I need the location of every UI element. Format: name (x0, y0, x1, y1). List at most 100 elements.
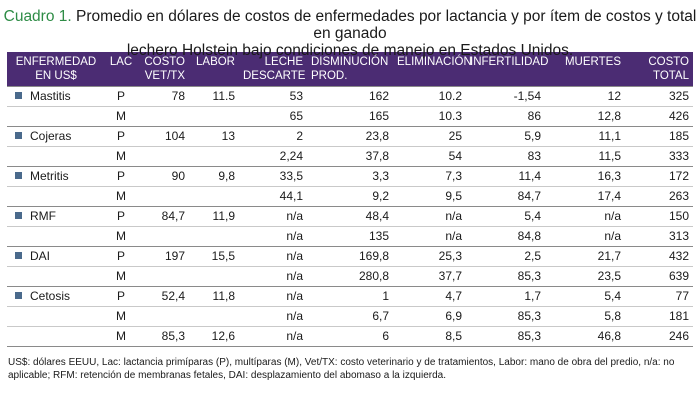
lac-cell: P (105, 285, 137, 306)
costo-total-cell: 313 (625, 225, 693, 246)
eliminacion-cell: n/a (393, 205, 466, 226)
costo-total-cell: 432 (625, 245, 693, 266)
costo-total-cell: 77 (625, 285, 693, 306)
lac-cell: P (105, 125, 137, 146)
table-row: M 85,3 12,6 n/a 6 8,5 85,3 46,8 246 (7, 325, 693, 347)
costo-vet-cell (137, 225, 189, 246)
lac-cell: M (105, 145, 137, 166)
costo-vet-cell (137, 185, 189, 206)
square-bullet-icon (15, 92, 22, 99)
infertilidad-cell: 85,3 (466, 265, 545, 286)
labor-cell: 12,6 (189, 325, 239, 347)
labor-cell: 11,8 (189, 285, 239, 306)
disease-name: Cetosis (30, 289, 71, 303)
disease-cell: RMF (7, 205, 105, 226)
infertilidad-cell: 1,7 (466, 285, 545, 306)
table-row: Metritis P 90 9,8 33,5 3,3 7,3 11,4 16,3 172 (7, 165, 693, 186)
disminucion-cell: 9,2 (307, 185, 393, 206)
table-row: DAI P 197 15,5 n/a 169,8 25,3 2,5 21,7 432 (7, 245, 693, 266)
table-row: M 2,24 37,8 54 83 11,5 333 (7, 145, 693, 166)
header-leche-descarte: LECHE DESCARTE (243, 55, 306, 82)
disminucion-cell: 135 (307, 225, 393, 246)
table-body: Mastitis P 78 11.5 53 162 10.2 -1,54 12 325 M 65 165… (7, 85, 693, 347)
costo-vet-cell (137, 145, 189, 166)
disminucion-cell: 23,8 (307, 125, 393, 146)
leche-descarte-cell: 44,1 (239, 185, 307, 206)
labor-cell (189, 305, 239, 326)
leche-descarte-cell: n/a (239, 285, 307, 306)
infertilidad-cell: 5,4 (466, 205, 545, 226)
labor-cell: 13 (189, 125, 239, 146)
costo-total-cell: 172 (625, 165, 693, 186)
costo-total-cell: 181 (625, 305, 693, 326)
table-caption: Cuadro 1. Promedio en dólares de costos … (0, 0, 700, 59)
eliminacion-cell: 7,3 (393, 165, 466, 186)
muertes-cell: 17,4 (545, 185, 625, 206)
costo-total-cell: 426 (625, 105, 693, 126)
leche-descarte-cell: n/a (239, 205, 307, 226)
caption-label: Cuadro 1. (3, 8, 72, 25)
eliminacion-cell: 9,5 (393, 185, 466, 206)
disease-cell (7, 265, 105, 286)
header-infertilidad: INFERTILIDAD (470, 56, 549, 68)
header-costo-vet: COSTO VET/TX (144, 55, 185, 82)
header-enfermedad: ENFERMEDAD EN US$ (15, 55, 97, 82)
costo-total-cell: 639 (625, 265, 693, 286)
infertilidad-cell: 2,5 (466, 245, 545, 266)
table-row: M 44,1 9,2 9,5 84,7 17,4 263 (7, 185, 693, 206)
disease-name: DAI (30, 249, 51, 263)
muertes-cell: 5,4 (545, 285, 625, 306)
labor-cell (189, 265, 239, 286)
costo-vet-cell: 52,4 (137, 285, 189, 306)
eliminacion-cell: 10.3 (393, 105, 466, 126)
infertilidad-cell: 11,4 (466, 165, 545, 186)
eliminacion-cell: 25 (393, 125, 466, 146)
square-bullet-icon (15, 252, 22, 259)
disease-cell (7, 225, 105, 246)
eliminacion-cell: 10.2 (393, 85, 466, 106)
eliminacion-cell: 4,7 (393, 285, 466, 306)
cost-table: ENFERMEDAD EN US$ LAC COSTO VET/TX LABOR L… (7, 52, 693, 347)
header-eliminacion: ELIMINACIÓN (397, 56, 472, 68)
square-bullet-icon (15, 172, 22, 179)
disease-cell (7, 305, 105, 326)
lac-cell: M (105, 185, 137, 206)
muertes-cell: 46,8 (545, 325, 625, 347)
lac-cell: M (105, 225, 137, 246)
costo-total-cell: 263 (625, 185, 693, 206)
disminucion-cell: 37,8 (307, 145, 393, 166)
leche-descarte-cell: 2,24 (239, 145, 307, 166)
disease-name: Metritis (30, 169, 69, 183)
disminucion-cell: 169,8 (307, 245, 393, 266)
eliminacion-cell: 54 (393, 145, 466, 166)
muertes-cell: 12 (545, 85, 625, 106)
disminucion-cell: 6,7 (307, 305, 393, 326)
footnote: US$: dólares EEUU, Lac: lactancia primíp… (8, 356, 675, 381)
costo-vet-cell: 78 (137, 85, 189, 106)
muertes-cell: 5,8 (545, 305, 625, 326)
labor-cell: 9,8 (189, 165, 239, 186)
disminucion-cell: 1 (307, 285, 393, 306)
lac-cell: M (105, 105, 137, 126)
table-row: M 65 165 10.3 86 12,8 426 (7, 105, 693, 126)
header-costo-total: COSTO TOTAL (648, 55, 689, 82)
costo-total-cell: 185 (625, 125, 693, 146)
disminucion-cell: 48,4 (307, 205, 393, 226)
infertilidad-cell: 85,3 (466, 325, 545, 347)
muertes-cell: 12,8 (545, 105, 625, 126)
muertes-cell: n/a (545, 205, 625, 226)
square-bullet-icon (15, 212, 22, 219)
labor-cell (189, 185, 239, 206)
disease-cell (7, 105, 105, 126)
disease-cell: Cojeras (7, 125, 105, 146)
disease-cell: DAI (7, 245, 105, 266)
disease-cell: Metritis (7, 165, 105, 186)
lac-cell: P (105, 165, 137, 186)
leche-descarte-cell: 33,5 (239, 165, 307, 186)
disease-cell: Mastitis (7, 85, 105, 106)
eliminacion-cell: 8,5 (393, 325, 466, 347)
eliminacion-cell: n/a (393, 225, 466, 246)
costo-vet-cell: 104 (137, 125, 189, 146)
header-labor: LABOR (196, 56, 235, 68)
